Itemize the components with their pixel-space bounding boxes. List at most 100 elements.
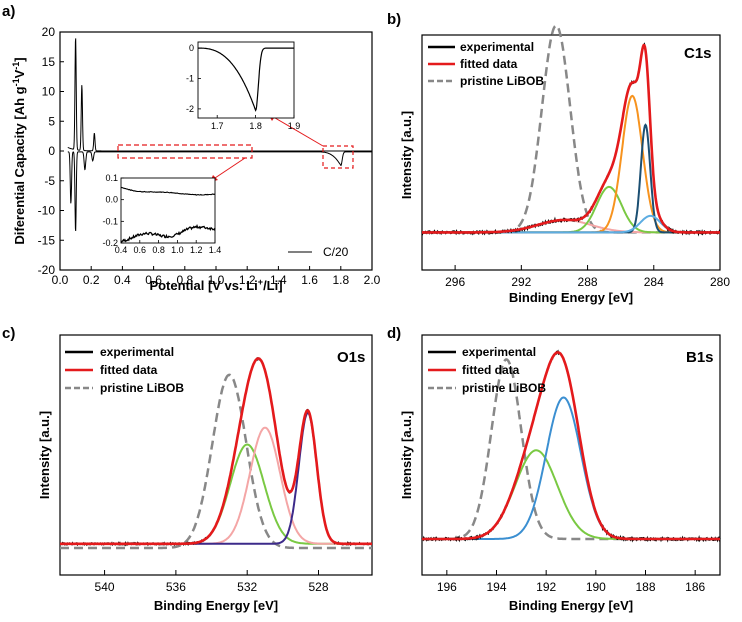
panel-d-series-fitted — [422, 351, 720, 541]
panel-d-series-experimental — [421, 349, 721, 543]
panel-b-component-4 — [422, 123, 720, 234]
panel-c-legend-fitted: fitted data — [100, 363, 158, 377]
panel-a-ylabel: Diferential Capacity [Ah g-1V-1] — [11, 57, 27, 244]
panel-a-ytick-label: 10 — [42, 85, 56, 99]
panel-d-legend-experimental: experimental — [462, 345, 536, 359]
inset-bottom-series-discharge — [120, 224, 216, 243]
panel-a-label: a) — [2, 3, 15, 20]
panel-b-frame — [421, 34, 721, 271]
inset-bottom-xtick-label: 0.8 — [152, 245, 165, 255]
panel-a-legend-label: C/20 — [323, 245, 349, 259]
panel-c-legend: experimental fitted data pristine LiBOB — [65, 345, 184, 395]
panel-b-legend-fitted: fitted data — [460, 57, 518, 71]
inset-top-frame — [197, 41, 295, 119]
panel-b-xticks: 296 292 288 284 280 — [445, 265, 730, 289]
panel-d-xtick-label: 188 — [635, 580, 655, 594]
panel-c-legend-pristine: pristine LiBOB — [100, 381, 184, 395]
panel-d-title: B1s — [686, 349, 714, 366]
inset-bottom-xtick-label: 1.2 — [190, 245, 203, 255]
inset-bottom-xtick-label: 0.4 — [115, 245, 128, 255]
panel-a-highlight-box-high — [322, 145, 354, 169]
panel-a-arrow-bottom — [211, 157, 246, 181]
inset-top-ytick-label: -2 — [186, 104, 194, 114]
panel-d-xlabel: Binding Energy [eV] — [509, 598, 633, 613]
panel-a-inset-bottom: 0.4 0.6 0.8 1.0 1.2 1.4 0.1 0.0 -0.1 -0.2 — [102, 173, 221, 255]
panel-b-xtick-label: 284 — [644, 275, 664, 289]
inset-bottom-frame — [120, 177, 216, 244]
panel-a-xtick-label: 1.0 — [208, 273, 225, 287]
panel-d-xtick-label: 190 — [586, 580, 606, 594]
panel-d-xtick-label: 192 — [536, 580, 556, 594]
panel-c-label: c) — [2, 325, 15, 342]
panel-a-highlight-box-low — [117, 144, 253, 159]
panel-c-legend-experimental: experimental — [100, 345, 174, 359]
panel-a-xlabel: Potential [V vs. Li+/Li] — [149, 277, 282, 293]
panel-b-series-experimental — [421, 42, 721, 237]
inset-bottom-ticks: 0.4 0.6 0.8 1.0 1.2 1.4 0.1 0.0 -0.1 -0.2 — [102, 173, 221, 255]
panel-a-inset-top: 1.7 1.8 1.9 0 -1 -2 — [186, 41, 301, 131]
panel-c-xtick-label: 536 — [166, 580, 186, 594]
panel-a-ytick-label: -10 — [38, 204, 56, 218]
panel-c-xticks: 540 536 532 528 — [95, 570, 329, 594]
panel-a-xticks: 0.0 0.2 0.4 0.6 0.8 1.0 1.2 1.4 1.6 1.8 2.0 — [52, 266, 381, 287]
inset-bottom-ytick-label: 0.0 — [105, 195, 118, 205]
inset-bottom-ytick-label: -0.1 — [102, 216, 118, 226]
panel-b-ylabel: Intensity [a.u.] — [399, 111, 414, 199]
panel-a-xtick-label: 0.8 — [176, 273, 193, 287]
inset-top-xtick-label: 1.8 — [249, 121, 262, 131]
panel-a-yticks: 20 15 10 5 0 -5 -10 -15 -20 — [38, 25, 64, 277]
inset-bottom-xtick-label: 1.4 — [209, 245, 222, 255]
inset-top-series — [198, 47, 294, 112]
panel-b-curves — [421, 24, 721, 237]
panel-a-xtick-label: 0.2 — [83, 273, 100, 287]
panel-c-ylabel: Intensity [a.u.] — [37, 411, 52, 499]
panel-d-xtick-label: 196 — [437, 580, 457, 594]
panel-c-xtick-label: 540 — [95, 580, 115, 594]
panel-d-xtick-label: 194 — [486, 580, 506, 594]
panel-c-curves — [59, 357, 373, 550]
panel-d-legend: experimental fitted data pristine LiBOB — [428, 345, 546, 395]
panel-a-ytick-label: -20 — [38, 263, 56, 277]
inset-top-xtick-label: 1.7 — [211, 121, 224, 131]
panel-b-legend: experimental fitted data pristine LiBOB — [428, 40, 544, 88]
panel-d-legend-fitted: fitted data — [462, 363, 520, 377]
panel-a-ytick-label: -15 — [38, 233, 56, 247]
panel-b-xtick-label: 280 — [710, 275, 730, 289]
panel-d-ylabel: Intensity [a.u.] — [399, 411, 414, 499]
panel-b-title: C1s — [684, 45, 712, 62]
panel-c-title: O1s — [337, 349, 365, 366]
panel-a-ytick-label: -5 — [44, 174, 55, 188]
panel-b-xtick-label: 296 — [445, 275, 465, 289]
inset-bottom-ytick-label: -0.2 — [102, 238, 118, 248]
panel-d-component-1 — [422, 449, 720, 540]
inset-bottom-ytick-label: 0.1 — [105, 173, 118, 183]
panel-a-xtick-label: 1.4 — [270, 273, 287, 287]
panel-b-component-2 — [422, 185, 720, 234]
panel-c-xtick-label: 532 — [237, 580, 257, 594]
inset-bottom-xtick-label: 1.0 — [171, 245, 184, 255]
panel-a-ytick-label: 5 — [48, 114, 55, 128]
inset-top-ytick-label: -1 — [186, 73, 194, 83]
panel-a-xtick-label: 1.6 — [301, 273, 318, 287]
panel-c-series-pristine — [60, 373, 372, 550]
inset-bottom-series-charge — [120, 186, 216, 196]
panel-a-xtick-label: 0.0 — [52, 273, 69, 287]
panel-b-label: b) — [387, 11, 401, 28]
panel-d-xticks: 196 194 192 190 188 186 — [437, 570, 705, 594]
panel-c-xtick-label: 528 — [308, 580, 328, 594]
panel-d-legend-pristine: pristine LiBOB — [462, 381, 546, 395]
panel-b-xlabel: Binding Energy [eV] — [509, 290, 633, 305]
panel-a-xtick-label: 0.6 — [145, 273, 162, 287]
panel-a-ytick-label: 0 — [48, 144, 55, 158]
inset-top-xtick-label: 1.9 — [288, 121, 301, 131]
inset-bottom-xtick-label: 0.6 — [134, 245, 147, 255]
panel-d-curves — [421, 349, 721, 543]
panel-c: c) 540 536 532 528 Binding Energy [eV] Inte… — [2, 325, 373, 613]
panel-a-xtick-label: 1.8 — [332, 273, 349, 287]
panel-a-ytick-label: 20 — [42, 25, 56, 39]
panel-a-arrow-top — [269, 114, 324, 147]
panel-b-xtick-label: 288 — [578, 275, 598, 289]
panel-b-legend-pristine: pristine LiBOB — [460, 74, 544, 88]
panel-a-xtick-label: 0.4 — [114, 273, 131, 287]
